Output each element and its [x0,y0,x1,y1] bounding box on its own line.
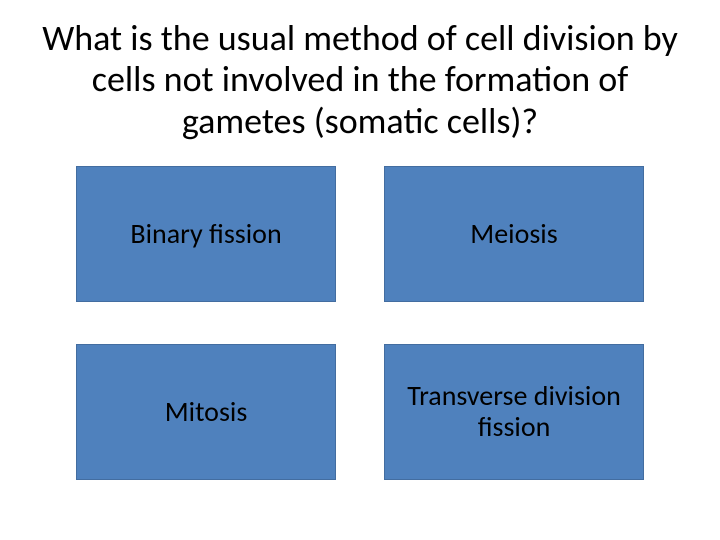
option-d[interactable]: Transverse division fission [384,344,644,480]
option-a[interactable]: Binary fission [76,166,336,302]
option-c[interactable]: Mitosis [76,344,336,480]
slide-container: What is the usual method of cell divisio… [0,0,720,540]
options-grid: Binary fission Meiosis Mitosis Transvers… [30,166,690,500]
question-text: What is the usual method of cell divisio… [30,18,690,142]
option-b[interactable]: Meiosis [384,166,644,302]
